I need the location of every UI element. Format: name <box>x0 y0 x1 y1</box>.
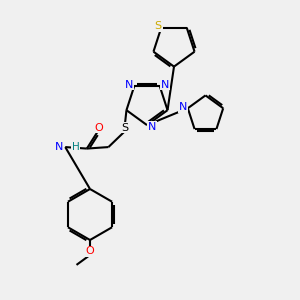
Text: H: H <box>72 142 80 152</box>
Text: S: S <box>155 21 162 31</box>
Text: N: N <box>125 80 134 89</box>
Text: S: S <box>122 123 128 133</box>
Text: N: N <box>160 80 169 89</box>
Text: N: N <box>178 102 187 112</box>
Text: N: N <box>55 142 63 152</box>
Text: O: O <box>85 246 94 256</box>
Text: O: O <box>94 123 103 133</box>
Text: N: N <box>148 122 156 132</box>
